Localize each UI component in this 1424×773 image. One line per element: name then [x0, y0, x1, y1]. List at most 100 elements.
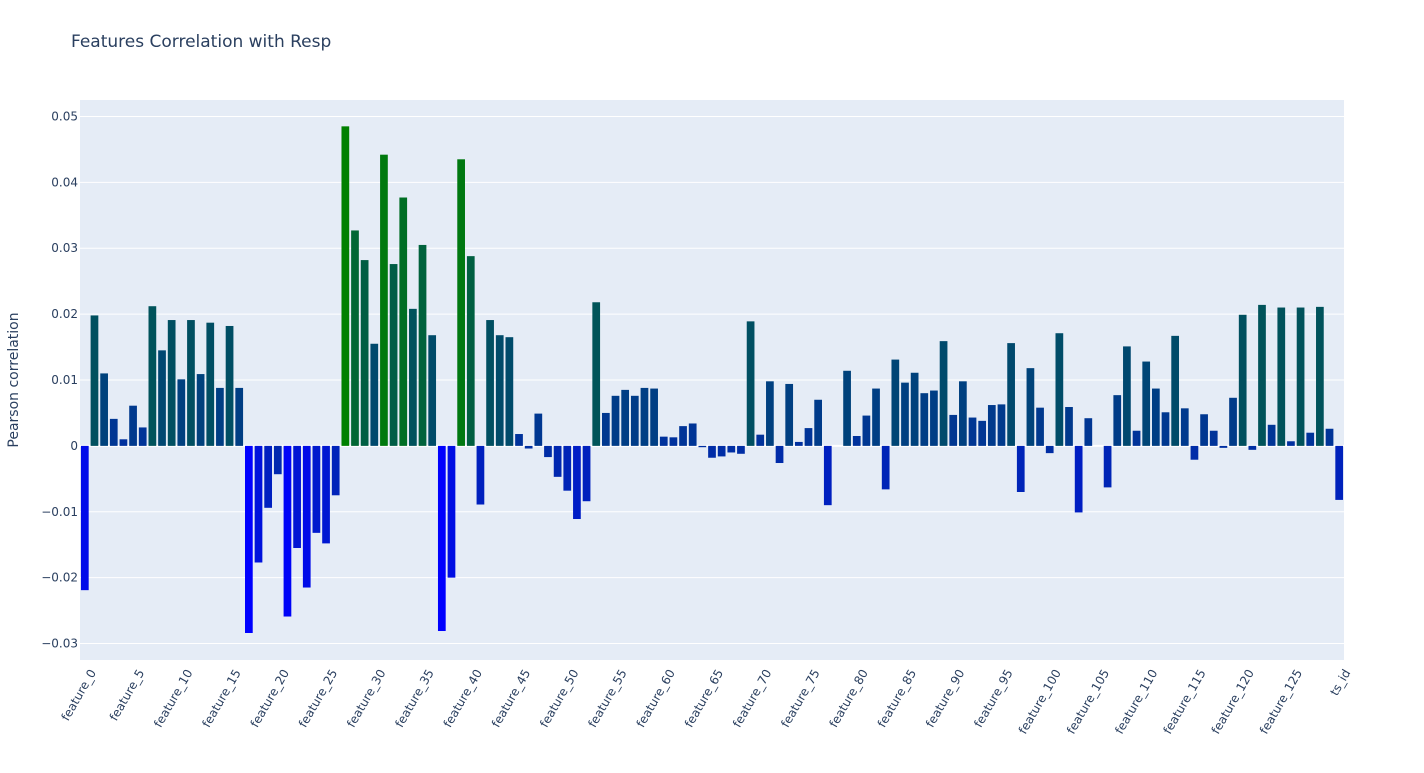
- bar-feature_88: [930, 390, 938, 446]
- y-tick-label: 0.02: [51, 307, 78, 321]
- bar-feature_66: [717, 445, 726, 457]
- bar-feature_85: [901, 382, 909, 446]
- bar-feature_62: [679, 426, 687, 446]
- bar-feature_84: [891, 359, 900, 446]
- bar-feature_47: [534, 413, 543, 446]
- bar-feature_70: [756, 434, 765, 446]
- bar-feature_90: [949, 414, 958, 446]
- bar-feature_29: [360, 260, 369, 446]
- bar-feature_110: [1142, 361, 1151, 446]
- bar-feature_27: [341, 126, 350, 446]
- x-tick-label: feature_35: [392, 667, 436, 730]
- x-tick-label: feature_80: [827, 667, 871, 730]
- bar-feature_12: [196, 374, 205, 446]
- bar-feature_54: [602, 412, 610, 446]
- bar-feature_35: [418, 244, 427, 446]
- bar-feature_112: [1161, 412, 1170, 446]
- bar-feature_97: [1016, 445, 1025, 492]
- bar-feature_5: [129, 405, 137, 446]
- bar-feature_46: [524, 445, 533, 449]
- x-tick-label: feature_15: [199, 667, 243, 730]
- bar-feature_19: [264, 445, 273, 508]
- bar-feature_111: [1151, 388, 1160, 446]
- x-tick-labels: feature_0 feature_5 feature_10 feature_15 fe…: [58, 667, 1353, 737]
- bar-feature_81: [862, 415, 871, 446]
- bar-feature_118: [1219, 445, 1228, 448]
- bar-feature_95: [997, 404, 1006, 446]
- bar-feature_40: [466, 256, 475, 446]
- bar-feature_67: [727, 445, 736, 453]
- bar-feature_96: [1007, 343, 1015, 446]
- bar-feature_89: [939, 341, 948, 446]
- bar-feature_20: [273, 445, 282, 475]
- bar-feature_72: [775, 445, 784, 464]
- bar-feature_113: [1171, 335, 1180, 446]
- x-tick-label: feature_50: [537, 667, 581, 730]
- bar-feature_92: [968, 417, 977, 446]
- bar-feature_50: [563, 445, 572, 491]
- bar-feature_63: [688, 423, 697, 446]
- bar-feature_68: [737, 445, 745, 454]
- bar-feature_18: [254, 445, 263, 563]
- bar-feature_79: [843, 370, 851, 446]
- bar-feature_22: [293, 445, 301, 548]
- bar-feature_52: [582, 445, 591, 502]
- x-tick-label: feature_65: [682, 667, 726, 730]
- bar-feature_86: [910, 372, 919, 446]
- x-tick-label: feature_20: [248, 667, 292, 730]
- bar-feature_114: [1180, 408, 1189, 446]
- bar-feature_48: [544, 445, 552, 458]
- bar-feature_58: [640, 387, 649, 446]
- bar-feature_15: [225, 325, 234, 446]
- bar-feature_121: [1248, 445, 1257, 450]
- x-tick-label: feature_120: [1209, 667, 1257, 737]
- bar-feature_33: [399, 197, 408, 446]
- bar-feature_45: [515, 434, 523, 446]
- bar-feature_117: [1209, 430, 1218, 446]
- bar-feature_100: [1045, 445, 1054, 454]
- x-tick-label: feature_0: [58, 667, 99, 723]
- bar-feature_55: [611, 395, 620, 446]
- y-tick-label: −0.01: [41, 505, 78, 519]
- y-tick-label: −0.03: [41, 637, 78, 651]
- x-tick-label: feature_60: [634, 667, 678, 730]
- bar-feature_4: [119, 439, 128, 446]
- bar-feature_122: [1258, 304, 1266, 446]
- bar-feature_30: [370, 343, 379, 446]
- bar-feature_126: [1296, 307, 1305, 446]
- bar-feature_26: [331, 445, 340, 496]
- bar-feature_69: [746, 321, 755, 446]
- bar-feature_11: [187, 320, 195, 446]
- bar-feature_7: [148, 306, 157, 446]
- bar-feature_103: [1074, 445, 1083, 513]
- x-tick-label: feature_75: [778, 667, 822, 730]
- bar-feature_10: [177, 379, 186, 446]
- bar-feature_76: [814, 399, 822, 446]
- bar-feature_119: [1229, 397, 1237, 446]
- bar-feature_73: [785, 383, 794, 446]
- bar-feature_1: [90, 315, 99, 446]
- bar-feature_101: [1055, 333, 1064, 446]
- bar-feature_129: [1325, 428, 1334, 446]
- bar-feature_127: [1306, 432, 1315, 446]
- bar-feature_28: [351, 230, 359, 446]
- y-tick-label: 0.01: [51, 373, 78, 387]
- bar-feature_83: [881, 445, 890, 490]
- bar-feature_25: [322, 445, 330, 544]
- x-tick-label: feature_25: [296, 667, 340, 730]
- x-tick-label: feature_40: [441, 667, 485, 730]
- bar-feature_21: [283, 445, 292, 617]
- y-tick-label: 0.03: [51, 241, 78, 255]
- bar-feature_36: [428, 335, 437, 446]
- bar-feature_31: [380, 154, 388, 446]
- bar-feature_107: [1113, 395, 1122, 446]
- bar-feature_41: [476, 445, 485, 505]
- bar-feature_120: [1238, 314, 1247, 446]
- bar-feature_77: [823, 445, 832, 506]
- x-tick-label: feature_45: [489, 667, 533, 730]
- bar-feature_38: [447, 445, 456, 578]
- bar-feature_93: [978, 420, 987, 446]
- bar-feature_106: [1103, 445, 1112, 488]
- bar-feature_9: [167, 320, 176, 446]
